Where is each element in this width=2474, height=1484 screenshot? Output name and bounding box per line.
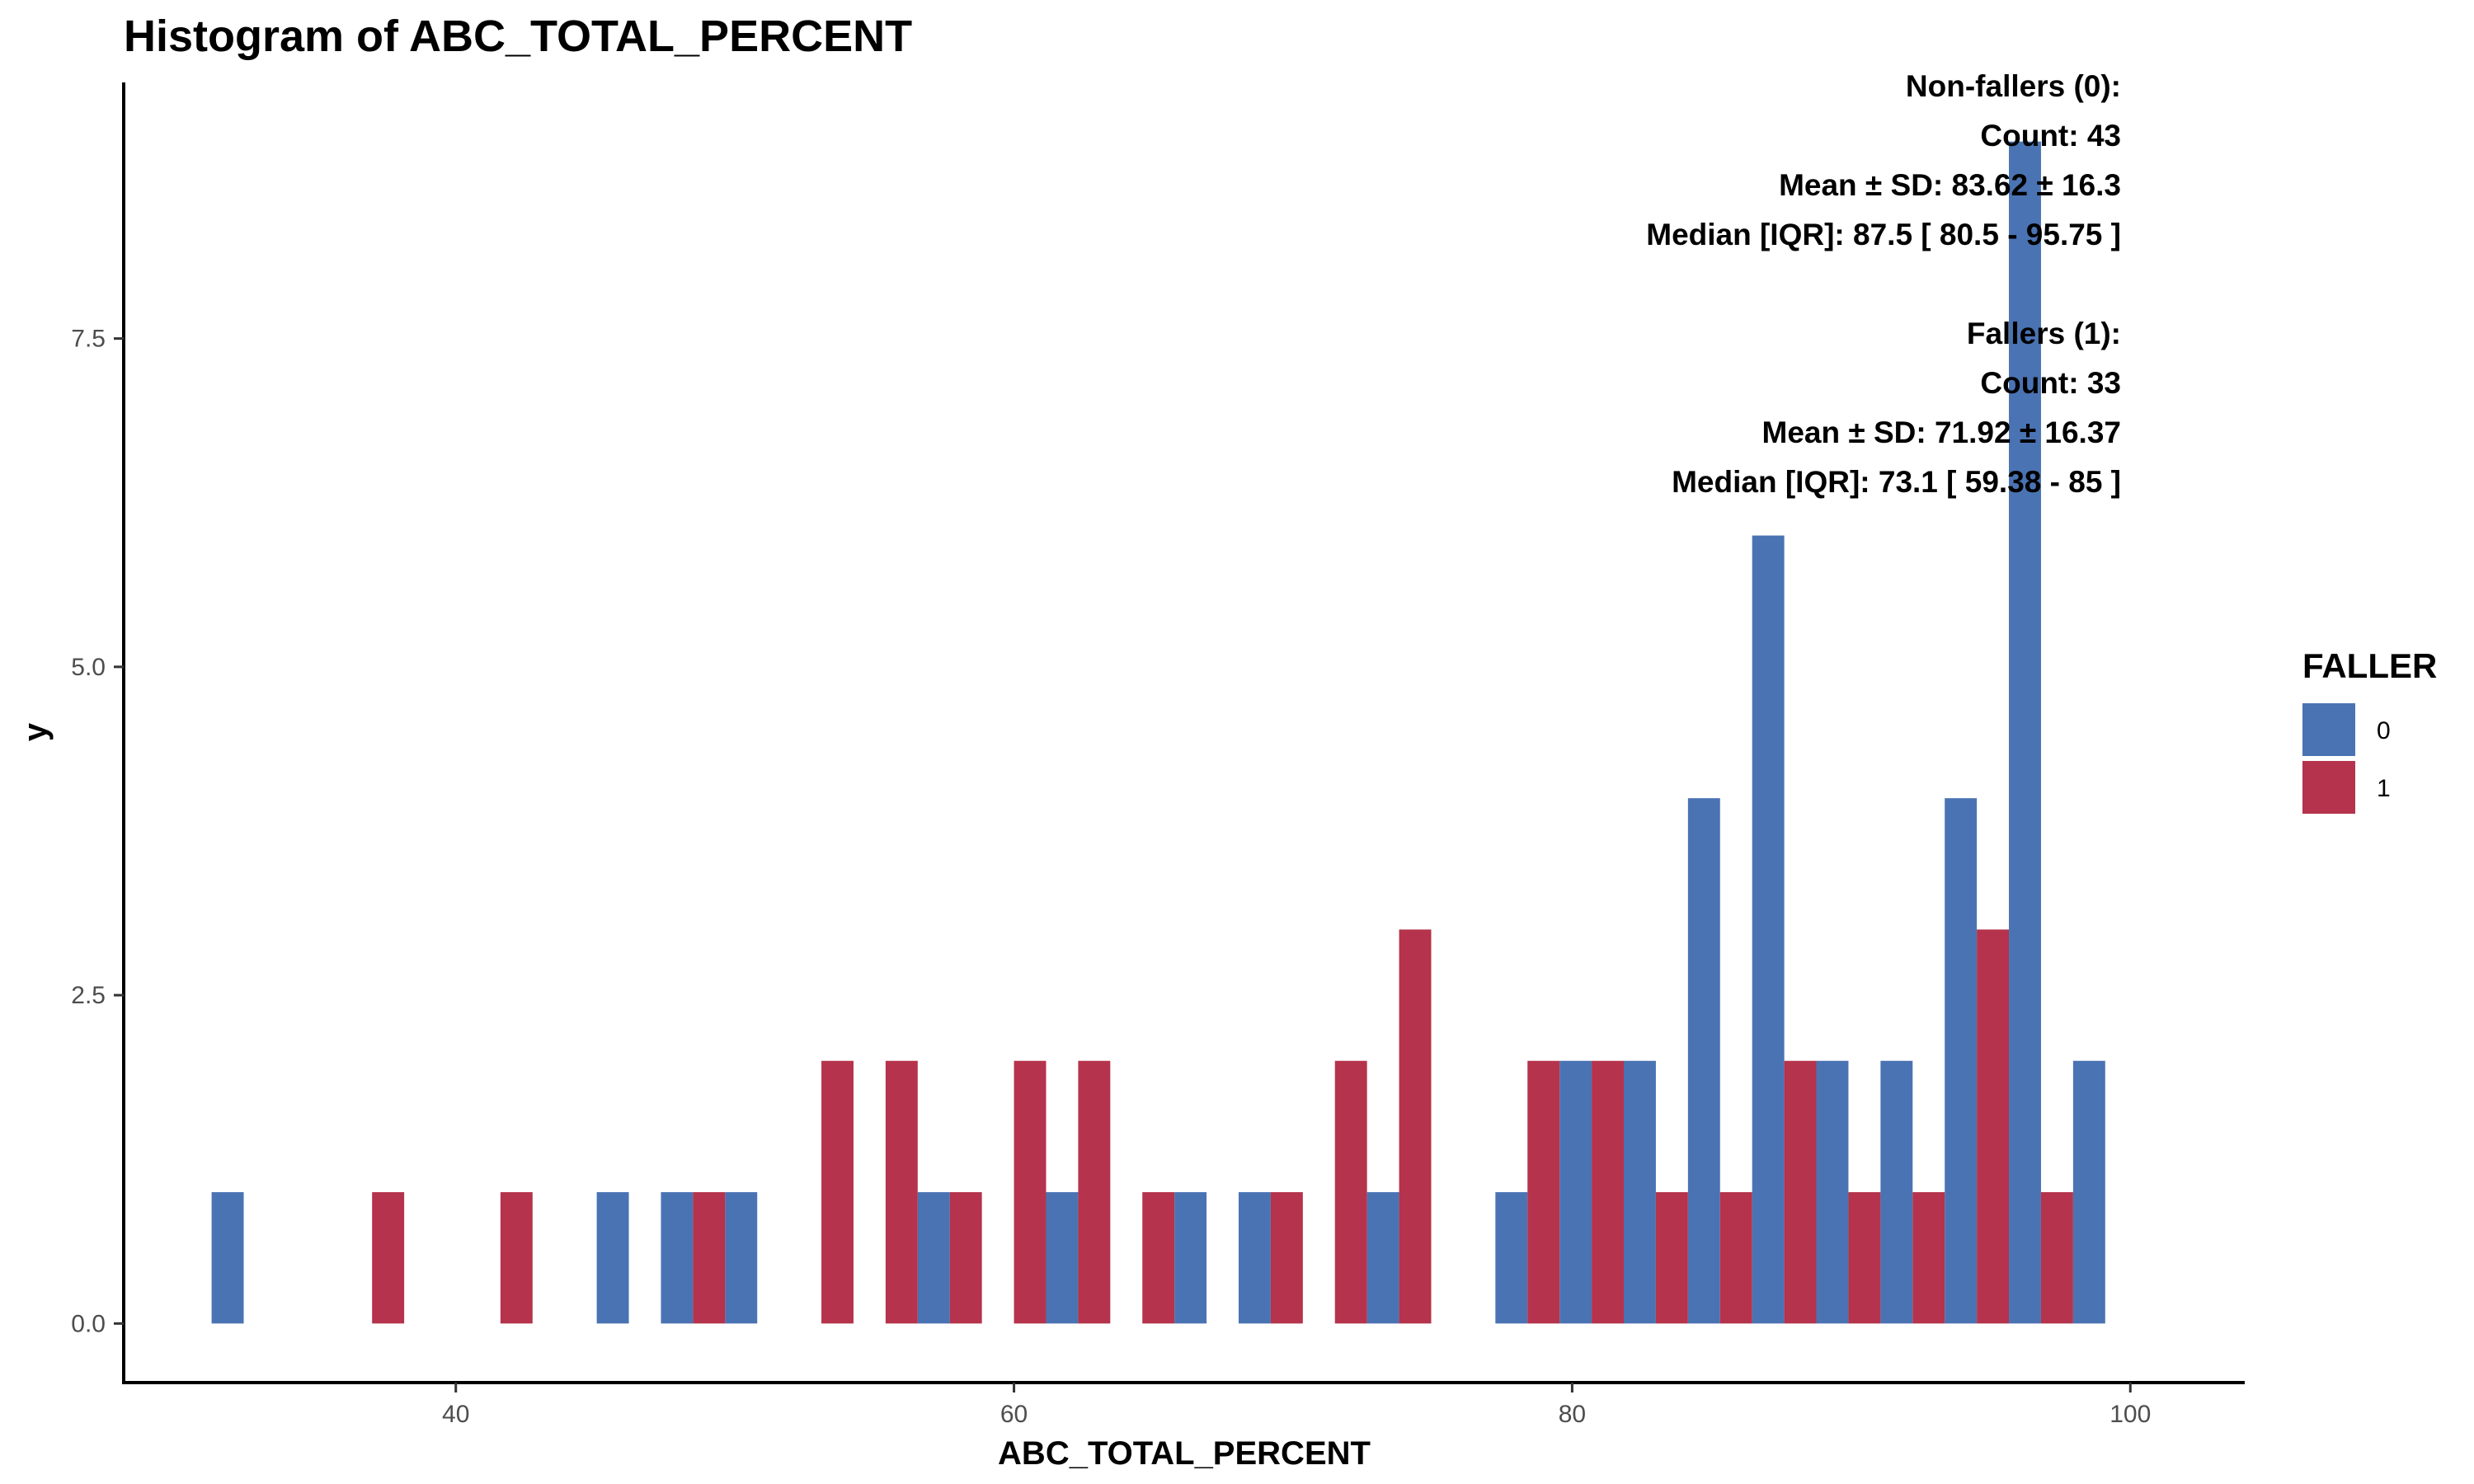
bar-series-0-15 xyxy=(1880,1060,1913,1324)
bar-series-0-11 xyxy=(1624,1060,1656,1324)
bar-series-1-4 xyxy=(885,1060,918,1324)
x-tick-label: 80 xyxy=(1559,1401,1586,1428)
bar-series-0-0 xyxy=(211,1192,244,1324)
annotation-line: Median [IQR]: 87.5 [ 80.5 - 95.75 ] xyxy=(1646,218,2121,251)
y-tick-label: 5.0 xyxy=(71,654,106,681)
annotation-line: Count: 43 xyxy=(1980,119,2121,153)
y-tick-label: 0.0 xyxy=(71,1310,106,1337)
bar-series-0-1 xyxy=(596,1192,629,1324)
annotation-line: Mean ± SD: 83.62 ± 16.3 xyxy=(1779,168,2121,202)
bar-series-1-2 xyxy=(693,1192,726,1324)
y-axis-ticks: 0.0 2.5 5.0 7.5 xyxy=(71,326,124,1337)
bar-series-0-18 xyxy=(2072,1060,2105,1324)
bar-series-1-11 xyxy=(1399,929,1432,1324)
x-tick-label: 40 xyxy=(442,1401,469,1428)
y-axis-title: y xyxy=(17,722,54,741)
bar-series-0-7 xyxy=(1238,1192,1271,1324)
x-tick-label: 100 xyxy=(2109,1401,2151,1428)
x-axis-title: ABC_TOTAL_PERCENT xyxy=(998,1435,1371,1472)
bar-series-1-19 xyxy=(1977,929,2010,1324)
bars-layer xyxy=(211,141,2105,1324)
chart-title: Histogram of ABC_TOTAL_PERCENT xyxy=(124,12,912,61)
bar-series-1-9 xyxy=(1270,1192,1303,1324)
bar-series-1-16 xyxy=(1784,1060,1817,1324)
bar-series-0-13 xyxy=(1752,535,1785,1324)
bar-series-0-14 xyxy=(1816,1060,1849,1324)
annotation-line: Median [IQR]: 73.1 [ 59.38 - 85 ] xyxy=(1672,465,2121,499)
bar-series-1-15 xyxy=(1719,1192,1752,1324)
annotation-line: Mean ± SD: 71.92 ± 16.37 xyxy=(1762,416,2122,449)
legend-label-1: 1 xyxy=(2377,775,2391,802)
bar-series-1-8 xyxy=(1142,1192,1175,1324)
bar-series-0-16 xyxy=(1945,798,1978,1324)
bar-series-0-5 xyxy=(1046,1192,1079,1324)
bar-series-0-3 xyxy=(725,1192,758,1324)
bar-series-1-14 xyxy=(1655,1192,1688,1324)
legend-swatch-0 xyxy=(2302,703,2355,756)
bar-series-1-3 xyxy=(821,1060,854,1324)
bar-series-0-17 xyxy=(2009,141,2041,1324)
legend-label-0: 0 xyxy=(2377,717,2391,744)
bar-series-0-8 xyxy=(1366,1192,1399,1324)
bar-series-1-20 xyxy=(2040,1192,2073,1324)
bar-series-0-12 xyxy=(1687,798,1720,1324)
bar-series-1-10 xyxy=(1334,1060,1367,1324)
x-axis-ticks: 40 60 80 100 xyxy=(442,1383,2151,1428)
bar-series-1-0 xyxy=(372,1192,405,1324)
legend-title: FALLER xyxy=(2302,646,2437,685)
y-tick-label: 2.5 xyxy=(71,982,106,1009)
bar-series-0-6 xyxy=(1174,1192,1207,1324)
bar-series-1-12 xyxy=(1527,1060,1560,1324)
y-tick-label: 7.5 xyxy=(71,326,106,353)
bar-series-1-5 xyxy=(949,1192,982,1324)
bar-series-0-9 xyxy=(1495,1192,1528,1324)
bar-series-1-17 xyxy=(1848,1192,1881,1324)
bar-series-1-6 xyxy=(1014,1060,1047,1324)
annotation-line: Count: 33 xyxy=(1980,366,2121,400)
bar-series-1-1 xyxy=(500,1192,533,1324)
bar-series-1-7 xyxy=(1078,1060,1111,1324)
legend: FALLER 01 xyxy=(2302,646,2437,814)
bar-series-1-13 xyxy=(1592,1060,1625,1324)
annotation-line: Fallers (1): xyxy=(1967,317,2121,350)
legend-items: 01 xyxy=(2302,703,2391,814)
bar-series-0-4 xyxy=(917,1192,950,1324)
bar-series-0-2 xyxy=(661,1192,694,1324)
x-tick-label: 60 xyxy=(1000,1401,1028,1428)
bar-series-1-18 xyxy=(1912,1192,1945,1324)
bar-series-0-10 xyxy=(1559,1060,1592,1324)
legend-swatch-1 xyxy=(2302,761,2355,814)
annotation-line: Non-fallers (0): xyxy=(1906,69,2121,103)
summary-annotations: Non-fallers (0): Count: 43 Mean ± SD: 83.6… xyxy=(1646,69,2121,499)
